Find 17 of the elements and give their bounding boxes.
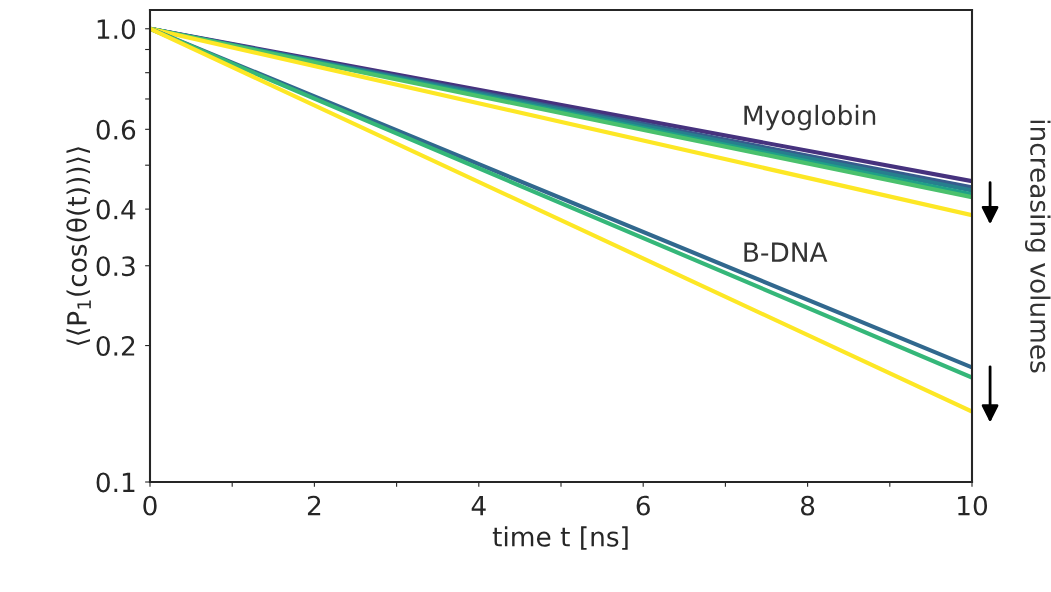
x-tick-label: 8 — [800, 495, 815, 516]
annotation: B-DNA — [744, 242, 828, 262]
y-tick-label: 1.0 — [97, 19, 136, 40]
y-tick-label: 0.3 — [96, 256, 135, 277]
x-axis-title: time t [ns] — [492, 526, 628, 550]
y-tick-label: 0.2 — [96, 336, 135, 356]
y-tick-label: 0.4 — [96, 199, 136, 220]
x-tick-label: 2 — [307, 495, 321, 516]
x-tick-label: 0 — [143, 495, 157, 516]
y-axis-title: ⟨⟨P$_{1}$(cos(θ(t)))⟩⟩ — [66, 147, 91, 345]
y-tick-label: 0.1 — [96, 472, 135, 493]
text: increasing volumes — [1024, 120, 1051, 373]
x-tick-label: 4 — [471, 496, 486, 516]
annotation: Myoglobin — [744, 104, 876, 131]
x-tick-label: 6 — [636, 495, 650, 516]
y-tick-label: 0.6 — [96, 119, 136, 140]
x-tick-label: 10 — [958, 495, 988, 516]
